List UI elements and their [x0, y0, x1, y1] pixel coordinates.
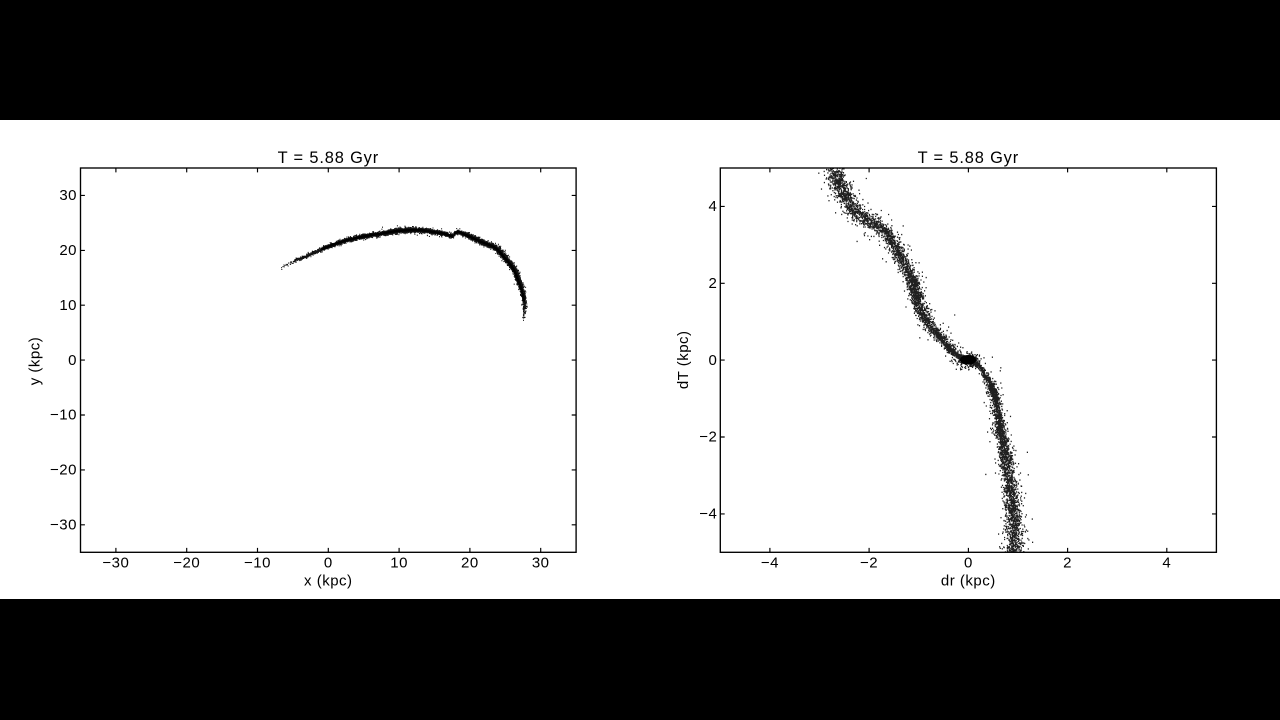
- svg-text:T = 5.88 Gyr: T = 5.88 Gyr: [918, 149, 1019, 167]
- svg-text:0: 0: [708, 352, 717, 369]
- svg-text:2: 2: [708, 275, 717, 292]
- svg-text:0: 0: [68, 352, 77, 369]
- svg-text:10: 10: [390, 555, 408, 572]
- svg-text:−10: −10: [50, 407, 77, 424]
- svg-text:−4: −4: [761, 555, 779, 572]
- svg-text:4: 4: [1162, 555, 1171, 572]
- svg-text:20: 20: [59, 242, 77, 259]
- svg-text:−20: −20: [173, 555, 200, 572]
- svg-text:2: 2: [1063, 555, 1072, 572]
- svg-text:10: 10: [59, 297, 77, 314]
- svg-text:4: 4: [708, 198, 717, 215]
- svg-text:−20: −20: [50, 462, 77, 479]
- svg-text:−2: −2: [860, 555, 878, 572]
- svg-text:dr (kpc): dr (kpc): [941, 572, 996, 589]
- svg-text:0: 0: [964, 555, 973, 572]
- svg-text:20: 20: [461, 555, 479, 572]
- svg-text:−30: −30: [102, 555, 129, 572]
- svg-text:30: 30: [532, 555, 550, 572]
- svg-text:30: 30: [59, 187, 77, 204]
- svg-text:−2: −2: [699, 429, 717, 446]
- svg-text:x (kpc): x (kpc): [304, 572, 353, 589]
- svg-text:y (kpc): y (kpc): [27, 337, 44, 386]
- svg-text:−4: −4: [699, 506, 717, 523]
- svg-text:−30: −30: [50, 517, 77, 534]
- svg-text:dT (kpc): dT (kpc): [675, 330, 692, 389]
- svg-text:−10: −10: [244, 555, 271, 572]
- svg-text:T = 5.88 Gyr: T = 5.88 Gyr: [278, 149, 379, 167]
- svg-text:0: 0: [324, 555, 333, 572]
